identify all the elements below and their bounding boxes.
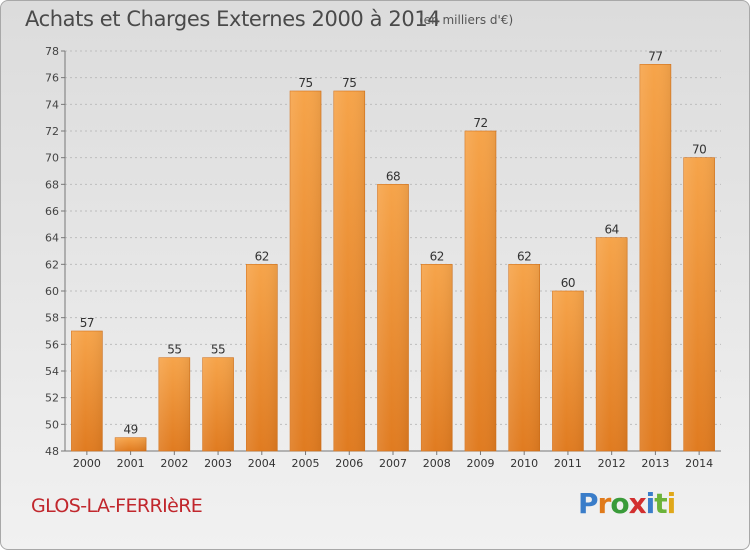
y-tick-label: 54	[45, 365, 59, 378]
value-label: 77	[648, 49, 662, 63]
y-tick-label: 72	[45, 125, 59, 138]
bar-shine	[596, 237, 628, 451]
value-label: 62	[255, 249, 269, 263]
y-tick-label: 78	[45, 45, 59, 58]
x-tick-label: 2011	[554, 457, 582, 470]
x-tick-label: 2014	[685, 457, 713, 470]
labels-layer: 48 50 52 54 56 58 60 62 64 66 68 70 72 74 76 78 57 2000 49…	[45, 45, 713, 470]
y-tick-label: 74	[45, 98, 59, 111]
x-tick-label: 2000	[73, 457, 101, 470]
bar-shine	[421, 264, 453, 451]
y-tick-label: 66	[45, 205, 59, 218]
value-label: 68	[386, 169, 400, 183]
value-label: 49	[123, 423, 137, 437]
proxiti-logo[interactable]: Proxiti	[578, 487, 677, 520]
x-tick-label: 2009	[466, 457, 494, 470]
chart-title: Achats et Charges Externes 2000 à 2014	[25, 7, 441, 31]
y-tick-label: 52	[45, 392, 59, 405]
x-tick-label: 2007	[379, 457, 407, 470]
bars-layer	[71, 64, 715, 452]
y-tick-label: 70	[45, 152, 59, 165]
commune-name: GLOS-LA-FERRIèRE	[31, 495, 203, 517]
logo-letter: x	[628, 487, 647, 520]
bar-shine	[639, 64, 671, 452]
value-label: 60	[561, 276, 575, 290]
value-label: 72	[473, 116, 487, 130]
x-tick-label: 2002	[160, 457, 188, 470]
logo-letter: P	[578, 487, 599, 520]
bar-shine	[246, 264, 278, 451]
value-label: 62	[517, 249, 531, 263]
value-label: 55	[211, 343, 225, 357]
y-tick-label: 48	[45, 445, 59, 458]
bar-shine	[71, 331, 103, 451]
bar-shine	[333, 91, 365, 451]
bar-shine	[115, 437, 147, 451]
logo-letter: i	[645, 487, 656, 520]
y-tick-label: 68	[45, 178, 59, 191]
bar-shine	[158, 357, 190, 451]
value-label: 70	[692, 143, 706, 157]
bar-shine	[202, 357, 234, 451]
y-tick-label: 62	[45, 258, 59, 271]
value-label: 75	[342, 76, 356, 90]
y-tick-label: 56	[45, 338, 59, 351]
bar-shine	[464, 131, 496, 451]
bar-shine	[683, 157, 715, 451]
logo-letter: i	[666, 487, 677, 520]
x-tick-label: 2004	[248, 457, 276, 470]
x-tick-label: 2008	[423, 457, 451, 470]
chart-subtitle: (en milliers d'€)	[419, 13, 514, 27]
y-tick-label: 64	[45, 232, 59, 245]
logo-letter: t	[654, 487, 667, 520]
x-tick-label: 2013	[641, 457, 669, 470]
y-tick-label: 60	[45, 285, 59, 298]
bar-shine	[552, 291, 584, 451]
bar-shine	[290, 91, 322, 451]
value-label: 55	[167, 343, 181, 357]
y-tick-label: 58	[45, 312, 59, 325]
value-label: 75	[298, 76, 312, 90]
value-label: 64	[605, 223, 619, 237]
y-tick-label: 50	[45, 418, 59, 431]
x-tick-label: 2005	[292, 457, 320, 470]
logo-letter: o	[610, 487, 629, 520]
x-tick-label: 2012	[598, 457, 626, 470]
bar-shine	[508, 264, 540, 451]
y-tick-label: 76	[45, 72, 59, 85]
logo-letter: r	[597, 487, 612, 520]
bar-shine	[377, 184, 409, 452]
x-tick-label: 2003	[204, 457, 232, 470]
value-label: 57	[80, 316, 94, 330]
x-tick-label: 2006	[335, 457, 363, 470]
x-tick-label: 2001	[117, 457, 145, 470]
value-label: 62	[430, 249, 444, 263]
x-tick-label: 2010	[510, 457, 538, 470]
